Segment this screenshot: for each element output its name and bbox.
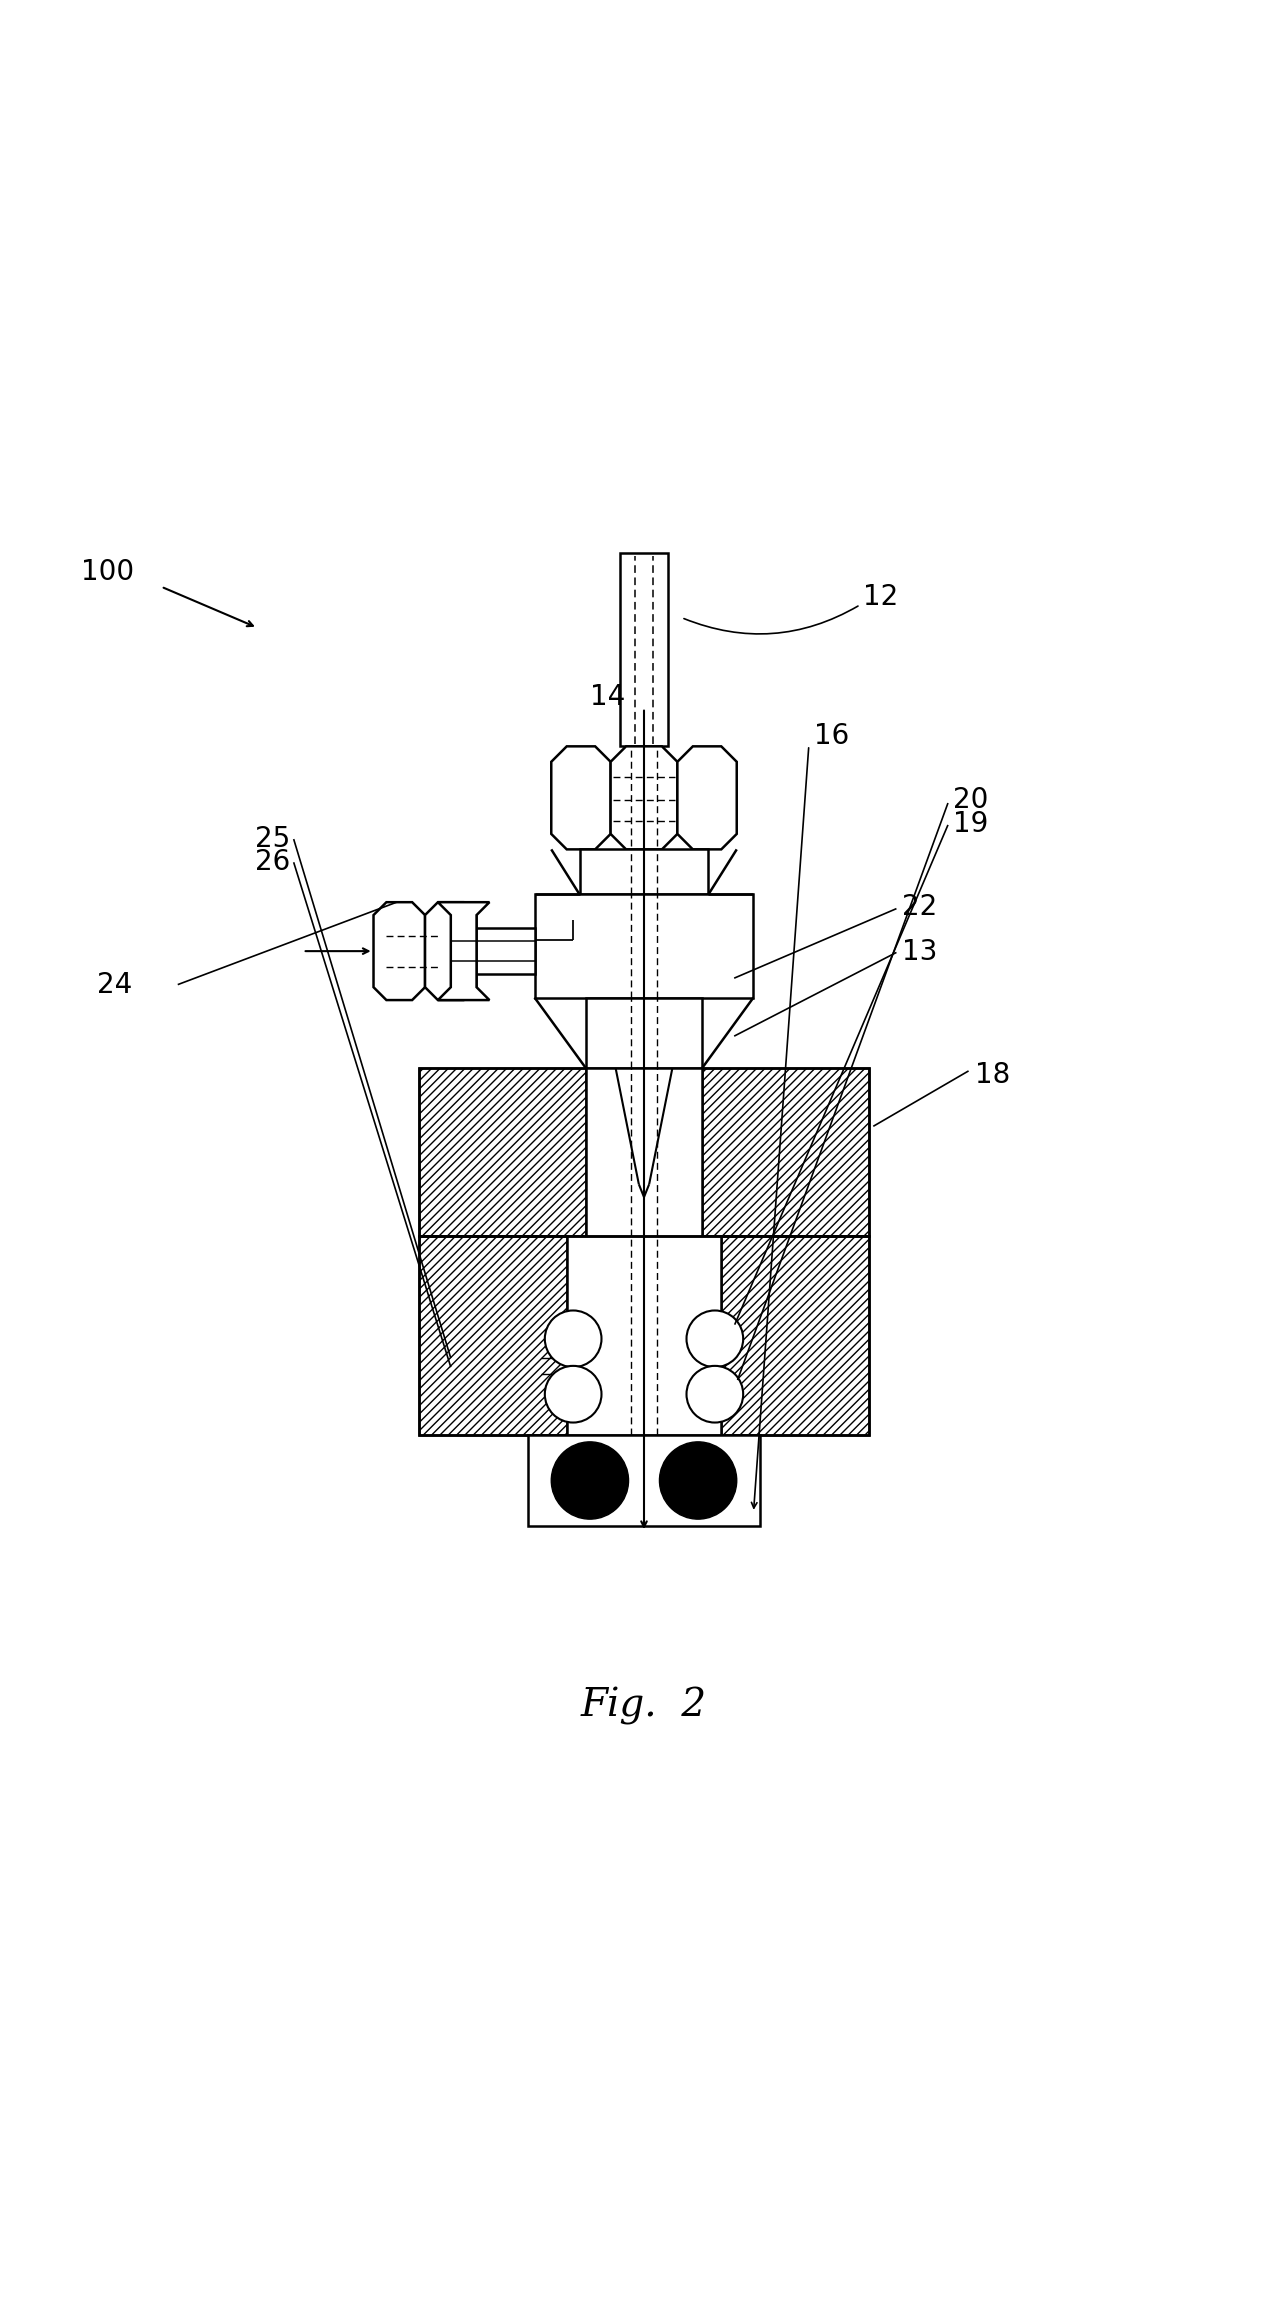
Text: 100: 100 [81,558,134,586]
Text: 22: 22 [902,894,936,922]
Bar [419,1235,869,1437]
Text: 20: 20 [953,785,988,816]
Text: 14: 14 [590,684,625,711]
Circle shape [687,1311,743,1367]
Text: Fig.  2: Fig. 2 [581,1687,707,1724]
Text: 24: 24 [97,971,131,999]
Bar [535,894,753,999]
Bar [451,927,535,975]
Text: 12: 12 [863,584,898,612]
Bar [580,850,708,894]
Circle shape [551,1441,629,1520]
Polygon shape [374,901,425,1001]
Bar [620,554,668,746]
Polygon shape [551,746,611,850]
Bar [419,1068,586,1235]
Text: 18: 18 [975,1061,1010,1089]
Text: 16: 16 [814,723,849,751]
Bar [586,1068,702,1235]
Polygon shape [425,901,477,1001]
Polygon shape [677,746,737,850]
Polygon shape [611,746,677,850]
Polygon shape [438,901,489,1001]
Circle shape [659,1441,737,1520]
Bar [567,1235,721,1437]
Text: 19: 19 [953,809,988,839]
Bar [528,1437,760,1525]
Text: 25: 25 [255,825,290,853]
Bar [419,1235,567,1437]
Text: 13: 13 [902,938,936,966]
Bar [721,1235,869,1437]
Bar [586,999,702,1068]
Bar [702,1068,869,1235]
Circle shape [687,1365,743,1423]
Bar [419,1068,869,1235]
Circle shape [545,1365,601,1423]
Circle shape [545,1311,601,1367]
Text: 26: 26 [255,848,290,876]
